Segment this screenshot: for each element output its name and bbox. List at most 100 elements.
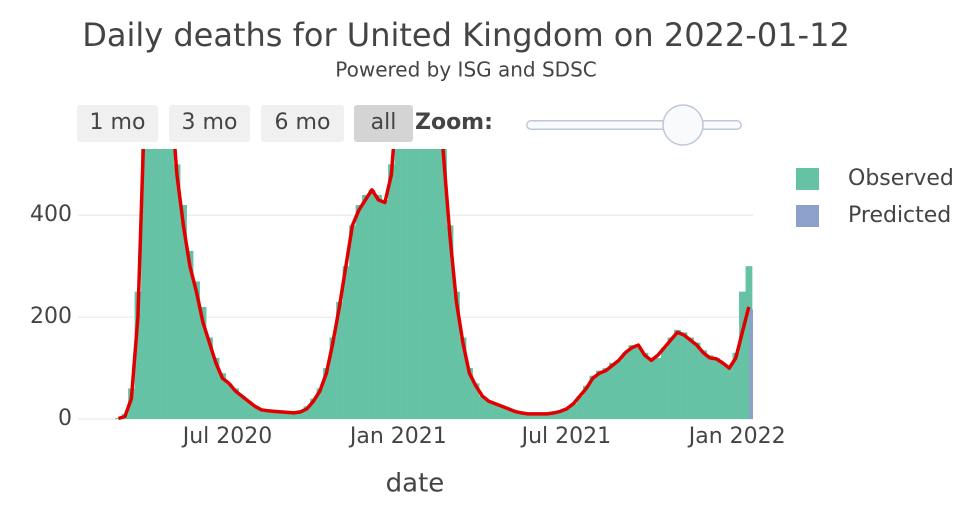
bar [596,370,603,419]
bar [505,408,512,419]
bar [570,403,577,419]
bar [310,398,317,419]
bar [173,164,181,419]
bar [160,149,168,419]
range-button[interactable] [169,105,250,142]
bar [749,309,753,419]
bar [219,373,226,419]
y-tick-label: 400 [30,202,72,227]
range-button[interactable] [261,105,344,142]
bar [719,362,727,419]
bar [375,194,382,419]
bar [713,357,720,419]
bar [277,411,285,419]
bar [680,332,688,419]
bar [648,357,655,419]
bar [576,396,584,419]
bar [212,357,220,419]
bar [225,383,233,419]
bar [154,149,161,419]
bar [446,225,454,419]
legend-label: Observed [848,166,954,191]
bar [297,411,304,419]
bar [368,189,376,419]
bar [323,368,330,419]
bar [238,396,246,419]
bar [134,291,142,419]
bar [193,281,200,419]
bar [693,342,701,419]
bar [544,413,551,419]
range-button-label[interactable]: 1 mo [90,110,146,135]
bar [362,194,369,419]
bar [329,337,337,419]
range-button[interactable] [77,105,158,142]
range-button-label[interactable]: 3 mo [182,110,238,135]
x-tick-label: Jul 2020 [181,424,273,449]
bar [654,357,662,419]
x-tick-label: Jul 2021 [520,424,612,449]
bar [622,352,629,419]
bar [388,164,395,419]
bar [524,413,532,419]
bar [186,250,194,419]
bar [492,403,499,419]
bar [407,149,415,419]
bar [583,385,590,419]
bar [128,388,135,419]
bar [394,149,402,419]
bar [706,355,714,419]
bar [700,350,707,419]
bar [258,408,265,419]
y-tick-label: 200 [30,304,72,329]
bar [628,345,636,419]
bar [147,149,155,420]
bar [245,401,252,419]
bar [336,301,343,419]
bar [427,149,434,420]
bar [206,337,213,419]
legend-swatch [796,205,819,227]
bar [687,337,694,419]
bar [342,266,350,419]
bar [635,347,642,419]
bar [401,149,408,420]
bar [355,205,363,419]
bar [453,291,460,419]
bar [479,396,486,419]
bar [284,412,291,419]
bar [414,149,421,420]
bar [290,412,298,419]
bar [557,411,564,419]
bar [303,406,311,419]
zoom-label: Zoom: [415,110,493,135]
bar [563,408,571,419]
bar [264,409,272,419]
bar [641,352,649,419]
bar [589,375,597,419]
range-button[interactable] [354,105,413,142]
bar [537,413,545,419]
bar [498,406,506,419]
bar [141,149,148,419]
range-button-label[interactable]: all [371,110,397,135]
bar [674,329,681,419]
bar [420,149,428,419]
bar [745,266,753,419]
bar [440,149,447,419]
chart-title: Daily deaths for United Kingdom on 2022-… [82,16,850,54]
plot-area [115,149,753,420]
bar [609,362,616,419]
bar [511,411,519,419]
bar [349,225,356,419]
zoom-slider-handle[interactable] [662,104,704,146]
range-button-label[interactable]: 6 mo [275,110,331,135]
y-tick-label: 0 [58,406,72,431]
x-tick-label: Jan 2022 [687,424,786,449]
bar [271,411,278,419]
x-axis-label: date [386,469,445,499]
bar [485,401,493,419]
bar [667,337,675,419]
bar [180,205,187,419]
